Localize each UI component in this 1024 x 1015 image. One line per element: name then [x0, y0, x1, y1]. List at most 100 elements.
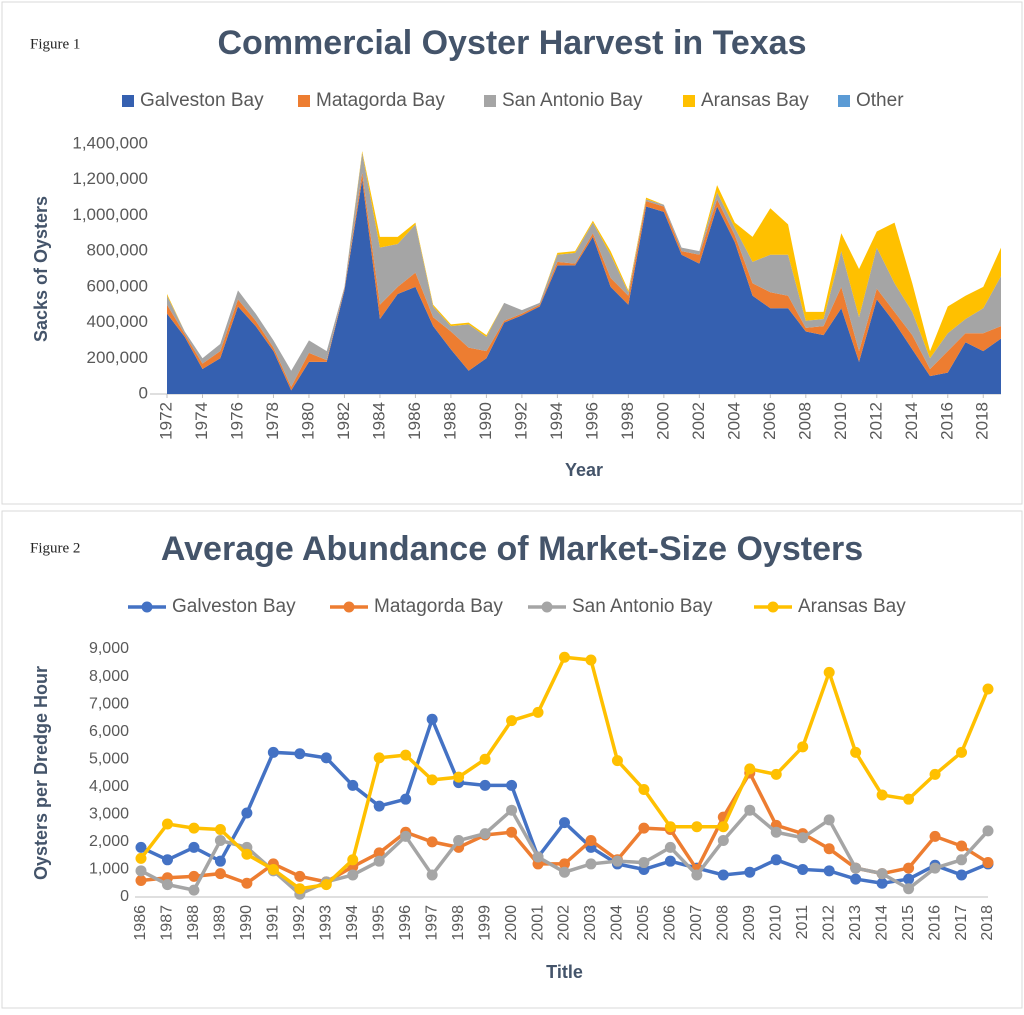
- x-tick-label: 2018: [973, 402, 992, 440]
- x-tick-label: 1992: [291, 905, 308, 941]
- x-tick-label: 2002: [689, 402, 708, 440]
- x-tick-label: 1988: [185, 905, 202, 941]
- marker: [347, 779, 359, 791]
- x-tick-label: 2014: [902, 402, 921, 440]
- x-tick-label: 2015: [900, 905, 917, 941]
- y-tick-label: 1,000,000: [72, 205, 148, 224]
- marker: [956, 869, 968, 881]
- marker: [585, 654, 597, 666]
- marker: [956, 840, 968, 852]
- marker: [506, 804, 518, 816]
- marker: [532, 706, 544, 718]
- marker: [956, 854, 968, 866]
- x-tick-label: 2010: [831, 402, 850, 440]
- legend-label: Other: [856, 90, 904, 111]
- x-tick-label: 1982: [334, 402, 353, 440]
- y-axis-title: Oysters per Dredge Hour: [31, 666, 51, 880]
- x-tick-label: 1998: [450, 905, 467, 941]
- x-tick-label: 1994: [547, 402, 566, 440]
- panel: [1, 510, 1023, 1009]
- x-tick-label: 1997: [423, 905, 440, 941]
- marker: [479, 753, 491, 765]
- y-axis-title: Sacks of Oysters: [31, 196, 51, 342]
- x-tick-label: 2011: [794, 905, 811, 940]
- marker: [267, 863, 279, 875]
- marker: [744, 866, 756, 878]
- marker: [823, 843, 835, 855]
- marker: [744, 763, 756, 775]
- marker: [347, 854, 359, 866]
- marker: [770, 854, 782, 866]
- marker: [876, 877, 888, 889]
- x-tick-label: 2018: [979, 905, 996, 941]
- marker: [426, 774, 438, 786]
- marker: [664, 855, 676, 867]
- marker: [161, 854, 173, 866]
- x-tick-label: 2017: [953, 905, 970, 941]
- x-tick-label: 1990: [238, 905, 255, 941]
- x-tick-label: 2000: [653, 402, 672, 440]
- marker: [400, 830, 412, 842]
- chart-title: Average Abundance of Market-Size Oysters: [161, 530, 863, 568]
- marker: [559, 858, 570, 870]
- y-tick-label: 9,000: [89, 640, 129, 657]
- x-tick-label: 2012: [866, 402, 885, 440]
- marker: [373, 800, 385, 812]
- x-axis-title: Year: [565, 460, 603, 480]
- legend-label: Galveston Bay: [140, 90, 264, 111]
- x-tick-label: 1993: [318, 905, 335, 941]
- marker: [956, 746, 968, 758]
- legend-swatch: [767, 601, 779, 613]
- marker: [320, 752, 332, 764]
- marker: [320, 879, 332, 891]
- marker: [559, 651, 570, 663]
- marker: [294, 883, 306, 895]
- marker: [559, 817, 570, 829]
- marker: [161, 818, 173, 830]
- marker: [161, 879, 173, 891]
- x-tick-label: 1992: [511, 402, 530, 440]
- x-tick-label: 1989: [212, 905, 229, 941]
- marker: [479, 779, 491, 791]
- legend-swatch: [484, 95, 496, 107]
- x-tick-label: 1996: [582, 402, 601, 440]
- marker: [214, 868, 226, 880]
- marker: [400, 793, 412, 805]
- x-tick-label: 1984: [369, 402, 388, 440]
- marker: [188, 841, 200, 853]
- x-tick-label: 1986: [132, 905, 149, 941]
- marker: [214, 823, 226, 835]
- x-tick-label: 2010: [767, 905, 784, 941]
- panel: [1, 1, 1023, 505]
- marker: [664, 821, 676, 833]
- marker: [717, 821, 729, 833]
- marker: [691, 869, 703, 881]
- marker: [241, 848, 253, 860]
- x-tick-label: 2006: [662, 905, 679, 941]
- x-tick-label: 2012: [820, 905, 837, 941]
- x-tick-label: 2003: [582, 905, 599, 941]
- y-tick-label: 1,200,000: [72, 169, 148, 188]
- x-tick-label: 1988: [440, 402, 459, 440]
- x-tick-label: 1974: [192, 402, 211, 440]
- marker: [797, 741, 809, 753]
- marker: [585, 835, 597, 847]
- marker: [532, 851, 544, 863]
- marker: [638, 822, 650, 834]
- marker: [929, 768, 941, 780]
- legend-label: Galveston Bay: [172, 596, 296, 617]
- marker: [506, 779, 518, 791]
- marker: [611, 755, 623, 767]
- x-tick-label: 2001: [529, 905, 546, 941]
- y-tick-label: 0: [139, 383, 148, 402]
- x-tick-label: 1976: [227, 402, 246, 440]
- marker: [135, 841, 147, 853]
- marker: [135, 852, 147, 864]
- y-tick-label: 200,000: [87, 348, 148, 367]
- x-tick-label: 1994: [344, 905, 361, 941]
- x-tick-label: 1990: [476, 402, 495, 440]
- y-tick-label: 8,000: [89, 668, 129, 685]
- x-tick-label: 2013: [847, 905, 864, 941]
